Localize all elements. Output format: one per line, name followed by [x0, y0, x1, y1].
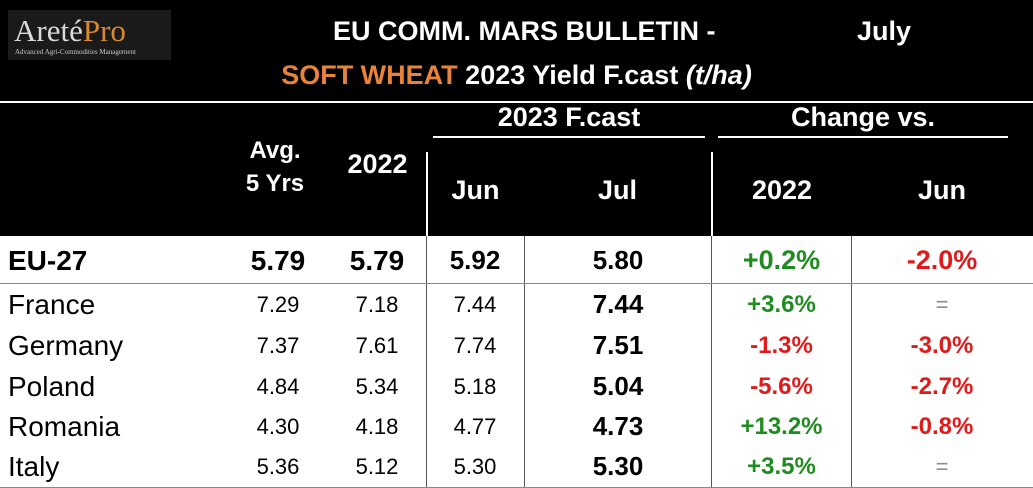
column-header-change-jun: Jun	[917, 175, 966, 205]
cell-change-2022: +3.6%	[747, 291, 816, 318]
row-label: Romania	[8, 411, 121, 442]
column-header-jul: Jul	[597, 175, 637, 205]
change-group-underline	[718, 136, 1008, 138]
cell-2022: 5.79	[349, 245, 405, 276]
cell-change-jun: =	[935, 454, 949, 479]
cell-avg5: 7.29	[256, 292, 300, 317]
cell-avg5: 7.37	[256, 333, 300, 358]
column-header-change-2022: 2022	[751, 175, 813, 205]
header-separator-1	[426, 152, 428, 236]
avg-line2: 5 Yrs	[245, 170, 305, 197]
cell-change-jun: -2.7%	[910, 373, 974, 400]
cell-jun: 5.30	[453, 454, 497, 479]
row-label: Italy	[8, 451, 60, 482]
cell-jul: 5.30	[592, 451, 644, 481]
cell-2022: 4.18	[355, 414, 399, 439]
cell-change-2022: +3.5%	[747, 453, 816, 480]
header-divider	[0, 101, 1033, 103]
column-group-forecast: 2023 F.cast	[497, 102, 641, 132]
cell-2022: 5.34	[355, 374, 399, 399]
aretepro-logo: AretéPro Advanced Agri-Commodities Manag…	[8, 10, 171, 60]
table-header: AretéPro Advanced Agri-Commodities Manag…	[0, 0, 1033, 236]
cell-jun: 5.92	[449, 245, 501, 275]
subtitle-text: 2023 Yield F.cast	[457, 60, 686, 90]
cell-jul: 5.80	[592, 245, 644, 275]
cell-avg5: 5.79	[250, 245, 306, 276]
cell-2022: 7.61	[355, 333, 399, 358]
commodity-name: SOFT WHEAT	[281, 60, 458, 90]
header-separator-2	[711, 152, 713, 236]
cell-jul: 7.44	[592, 289, 644, 319]
cell-jul: 7.51	[592, 330, 644, 360]
row-label: Germany	[8, 330, 124, 361]
grid-line	[0, 283, 1033, 284]
cell-jun: 7.44	[453, 292, 497, 317]
cell-avg5: 4.30	[256, 414, 300, 439]
forecast-group-underline	[433, 136, 705, 138]
cell-change-2022: +13.2%	[740, 413, 823, 440]
row-label: Poland	[8, 371, 96, 402]
grid-line	[524, 236, 525, 488]
logo-text-arete: Areté	[14, 13, 83, 48]
row-label: France	[8, 289, 96, 320]
cell-jun: 5.18	[453, 374, 497, 399]
logo-text-pro: Pro	[82, 13, 126, 48]
column-header-jun: Jun	[451, 175, 500, 205]
column-group-change: Change vs.	[790, 102, 936, 132]
cell-change-jun: -3.0%	[910, 332, 974, 359]
cell-2022: 7.18	[355, 292, 399, 317]
cell-change-2022: +0.2%	[742, 245, 821, 275]
cell-2022: 5.12	[355, 454, 399, 479]
grid-line	[426, 236, 427, 488]
cell-avg5: 5.36	[256, 454, 300, 479]
chart-subtitle: SOFT WHEAT 2023 Yield F.cast (t/ha)	[0, 60, 1033, 91]
grid-line	[851, 236, 852, 488]
cell-jul: 4.73	[592, 411, 644, 441]
column-header-2022: 2022	[347, 149, 408, 179]
cell-jun: 7.74	[453, 333, 497, 358]
bulletin-title: EU COMM. MARS BULLETIN -	[333, 16, 716, 46]
cell-change-jun: =	[935, 292, 949, 317]
logo-tagline: Advanced Agri-Commodities Management	[15, 48, 136, 56]
cell-change-2022: -5.6%	[750, 373, 813, 400]
cell-avg5: 4.84	[256, 374, 300, 399]
row-label: EU-27	[8, 245, 88, 276]
avg-line1: Avg.	[249, 137, 301, 164]
column-header-avg5: Avg. 5 Yrs	[230, 134, 320, 200]
cell-change-jun: -0.8%	[910, 413, 974, 440]
cell-change-2022: -1.3%	[750, 332, 813, 359]
bulletin-month: July	[857, 16, 912, 46]
logo-wordmark: AretéPro	[14, 14, 126, 48]
cell-jul: 5.04	[592, 371, 644, 401]
unit-label: (t/ha)	[685, 60, 752, 90]
grid-line	[711, 236, 712, 488]
cell-change-jun: -2.0%	[906, 245, 978, 275]
cell-jun: 4.77	[453, 414, 497, 439]
